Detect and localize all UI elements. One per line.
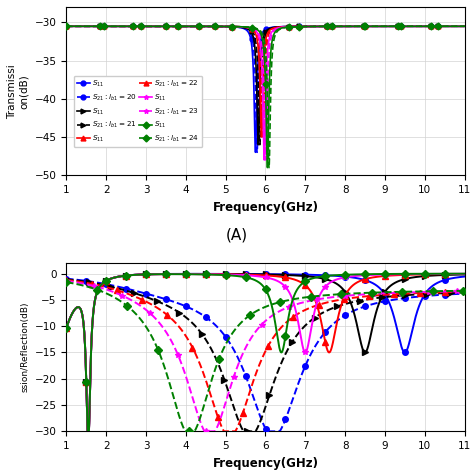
Text: (A): (A) xyxy=(226,227,248,242)
X-axis label: Frequency(GHz): Frequency(GHz) xyxy=(212,201,319,214)
X-axis label: Frequency(GHz): Frequency(GHz) xyxy=(212,456,319,470)
Y-axis label: Transmissi
on(dB): Transmissi on(dB) xyxy=(8,64,29,118)
Legend: $S_{11}$, $S_{21}:l_{b1}=20$, $S_{11}$, $S_{21}:l_{b1}=21$, $S_{11}$, $S_{21}:l_: $S_{11}$, $S_{21}:l_{b1}=20$, $S_{11}$, … xyxy=(74,76,202,147)
Y-axis label: ssion/Reflection(dB): ssion/Reflection(dB) xyxy=(20,302,29,392)
